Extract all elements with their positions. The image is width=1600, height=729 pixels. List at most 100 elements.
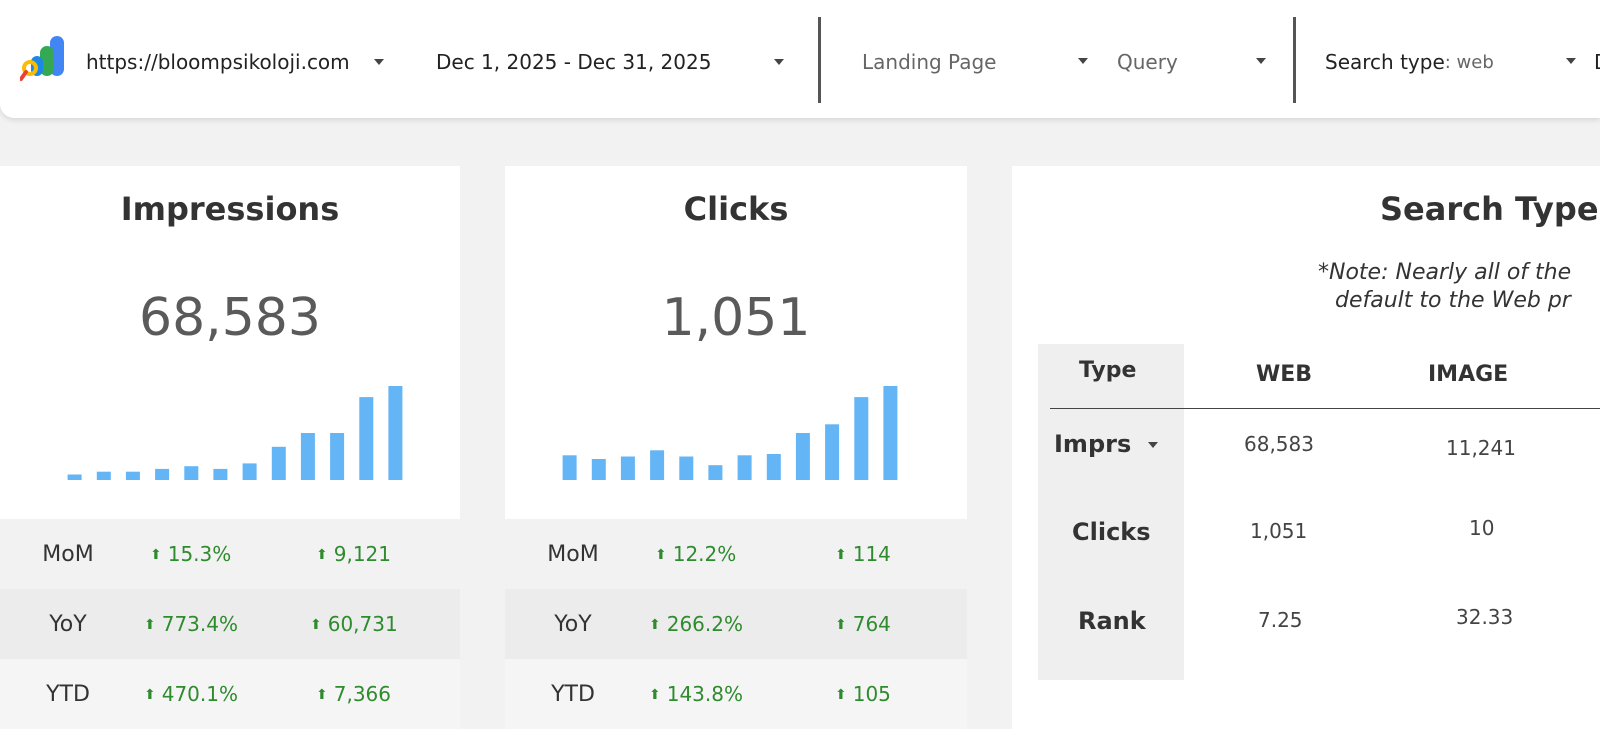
looker-studio-logo-icon [20,36,64,81]
clicks-trend-bar [562,455,577,480]
clicks-trend-bar [650,450,665,480]
search-types-note-line-2: default to the Web pr [1335,288,1571,313]
ytd-abs-value: ⬆ 105 [835,682,891,706]
search-type-label: Search type [1325,50,1445,74]
up-arrow-icon: ⬆ [310,617,322,633]
impressions-trend-bar [96,471,111,480]
toolbar-divider [1293,17,1296,103]
impressions-trend-bar [125,471,140,480]
impressions-title: Impressions [120,190,340,228]
image-column-header[interactable]: IMAGE [1428,362,1509,387]
clicks-row-label: Clicks [1072,518,1151,546]
up-arrow-icon: ⬆ [150,547,162,563]
clicks-trend-bar [620,456,635,480]
rank-image-value: 32.33 [1456,605,1514,629]
clicks-yoy-row: YoY ⬆ 266.2% ⬆ 764 [505,589,967,659]
impressions-mom-row: MoM ⬆ 15.3% ⬆ 9,121 [0,519,460,589]
clicks-trend-chart [562,386,898,480]
yoy-label: YoY [554,611,592,637]
search-type-filter[interactable]: Search type : web [1325,40,1494,84]
date-range-value: Dec 1, 2025 - Dec 31, 2025 [436,50,712,74]
yoy-label: YoY [49,611,87,637]
sort-desc-icon[interactable] [1147,442,1158,448]
search-types-label-column [1038,344,1184,680]
impressions-trend-bar [300,433,315,480]
up-arrow-icon: ⬆ [144,617,156,633]
imprs-web-value: 68,583 [1244,432,1314,456]
impressions-ytd-row: YTD ⬆ 470.1% ⬆ 7,366 [0,659,460,729]
ytd-label: YTD [551,681,595,707]
impressions-trend-bar [242,463,257,480]
clicks-trend-bar [737,455,752,480]
toolbar-divider [818,17,821,103]
next-control-partial[interactable]: D [1594,40,1600,84]
search-type-value: : web [1444,51,1494,73]
impressions-trend-bar [67,474,82,480]
search-type-chevron-down-icon[interactable] [1566,58,1576,64]
mom-label: MoM [547,541,599,567]
site-url-value: https://bloompsikoloji.com [86,50,350,74]
clicks-mom-row: MoM ⬆ 12.2% ⬆ 114 [505,519,967,589]
up-arrow-icon: ⬆ [316,547,328,563]
clicks-trend-bar [883,386,898,480]
impressions-total: 68,583 [139,288,321,348]
clicks-trend-bar [795,433,810,480]
query-filter[interactable]: Query [1117,40,1178,84]
landing-page-label: Landing Page [862,50,997,74]
web-column-header[interactable]: WEB [1256,362,1313,387]
impressions-trend-bar [271,446,286,480]
yoy-abs-value: ⬆ 764 [835,612,891,636]
mom-label: MoM [42,541,94,567]
date-range-selector[interactable]: Dec 1, 2025 - Dec 31, 2025 [436,40,711,84]
clicks-ytd-row: YTD ⬆ 143.8% ⬆ 105 [505,659,967,729]
ytd-label: YTD [46,681,90,707]
up-arrow-icon: ⬆ [835,547,847,563]
site-selector[interactable]: https://bloompsikoloji.com [86,40,386,84]
ytd-pct-value: ⬆ 470.1% [144,682,238,706]
clicks-trend-bar [679,456,694,480]
clicks-trend-bar [591,459,606,480]
clicks-trend-bar [708,465,723,480]
rank-row-label: Rank [1078,607,1146,635]
up-arrow-icon: ⬆ [649,617,661,633]
up-arrow-icon: ⬆ [655,547,667,563]
query-label: Query [1117,50,1178,74]
impressions-trend-bar [184,466,199,480]
mom-abs-value: ⬆ 114 [835,542,891,566]
table-header-divider [1050,408,1600,409]
impressions-trend-chart [67,386,403,480]
yoy-pct-value: ⬆ 266.2% [649,612,743,636]
report-toolbar: https://bloompsikoloji.com Dec 1, 2025 -… [0,0,1600,118]
impressions-trend-bar [213,468,228,480]
rank-web-value: 7.25 [1258,608,1303,632]
site-dropdown-chevron-down-icon[interactable] [374,59,384,65]
imprs-row-label[interactable]: Imprs [1054,430,1158,458]
search-types-note-line-1: *Note: Nearly all of the [1318,260,1572,285]
clicks-trend-bar [854,397,869,480]
imprs-image-value: 11,241 [1446,436,1516,460]
clicks-image-value: 10 [1469,516,1495,540]
date-dropdown-chevron-down-icon[interactable] [774,59,784,65]
clicks-web-value: 1,051 [1250,519,1308,543]
search-types-title: Search Types [1380,190,1600,228]
landing-page-filter[interactable]: Landing Page [862,40,996,84]
next-control-label: D [1594,50,1600,74]
impressions-trend-bar [359,397,374,480]
up-arrow-icon: ⬆ [316,687,328,703]
up-arrow-icon: ⬆ [835,617,847,633]
ytd-abs-value: ⬆ 7,366 [316,682,391,706]
up-arrow-icon: ⬆ [835,687,847,703]
mom-abs-value: ⬆ 9,121 [316,542,391,566]
up-arrow-icon: ⬆ [649,687,661,703]
mom-pct-value: ⬆ 12.2% [655,542,737,566]
clicks-trend-bar [825,424,840,480]
query-chevron-down-icon[interactable] [1256,58,1266,64]
landing-page-chevron-down-icon[interactable] [1078,58,1088,64]
impressions-yoy-row: YoY ⬆ 773.4% ⬆ 60,731 [0,589,460,659]
type-header: Type [1079,358,1137,383]
clicks-total: 1,051 [661,288,811,348]
impressions-trend-bar [330,433,345,480]
yoy-abs-value: ⬆ 60,731 [310,612,398,636]
impressions-trend-bar [155,468,170,480]
yoy-pct-value: ⬆ 773.4% [144,612,238,636]
